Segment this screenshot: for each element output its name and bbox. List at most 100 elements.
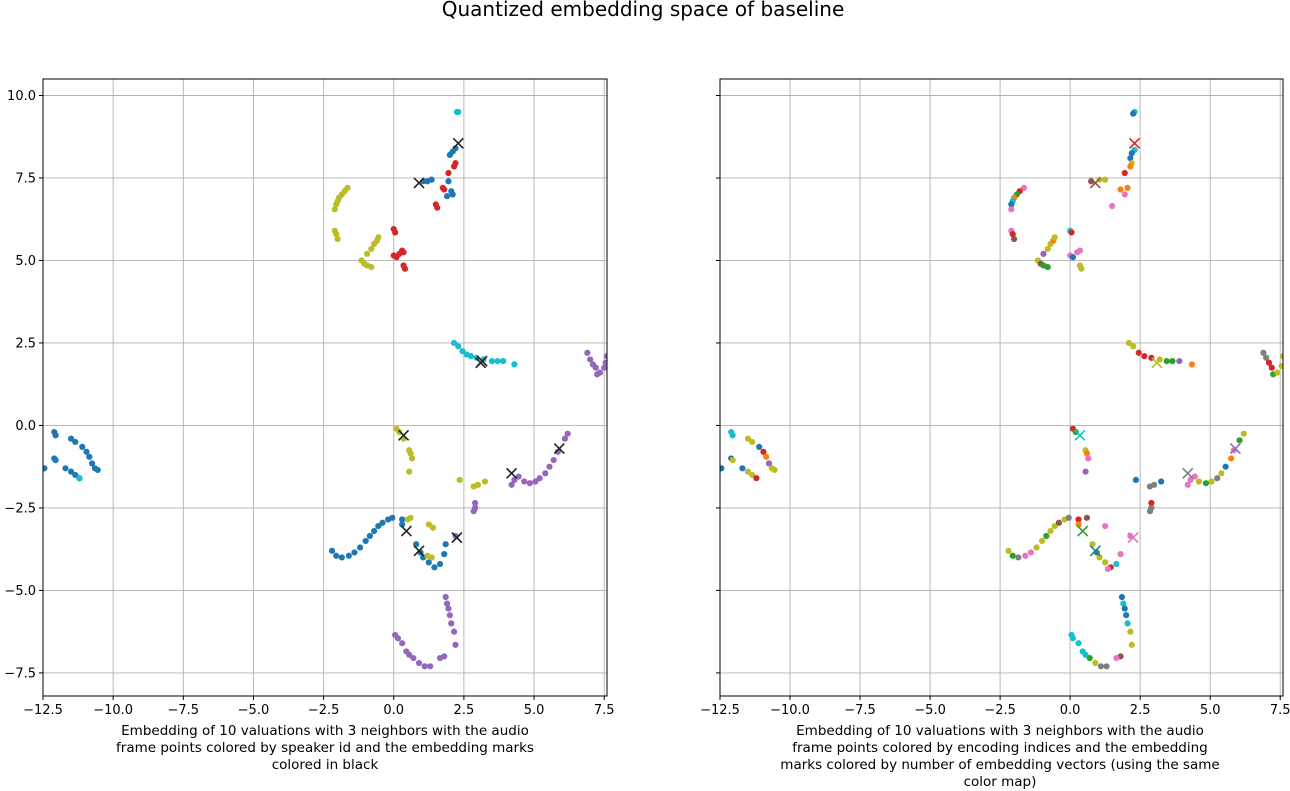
data-point: [1127, 155, 1134, 162]
data-point: [94, 466, 101, 474]
data-point: [1047, 527, 1054, 535]
data-point: [753, 475, 760, 482]
data-point: [406, 468, 413, 475]
data-point: [1082, 468, 1089, 475]
data-point: [67, 435, 75, 442]
data-point: [72, 471, 79, 479]
data-point: [1127, 628, 1134, 635]
data-point: [1078, 265, 1085, 272]
data-point: [1121, 191, 1128, 198]
plot-area: [720, 108, 1283, 670]
right-caption-line: color map): [963, 774, 1037, 790]
x-tick-label: 2.5: [454, 703, 475, 718]
data-point: [455, 343, 462, 350]
data-point: [431, 564, 438, 571]
data-point: [407, 514, 414, 521]
data-point: [445, 178, 452, 185]
y-tick-label: 10.0: [7, 89, 36, 104]
marker-stroke: [1151, 357, 1163, 369]
data-point: [472, 499, 479, 507]
data-point: [1102, 522, 1109, 530]
data-point: [481, 478, 489, 485]
marker-stroke: [1182, 467, 1194, 479]
data-point: [356, 544, 364, 551]
data-point: [399, 516, 406, 523]
data-point: [1113, 560, 1120, 568]
data-point: [89, 460, 96, 467]
data-point: [1076, 247, 1084, 254]
data-point: [441, 551, 448, 558]
data-point: [375, 234, 382, 241]
data-point: [511, 361, 518, 368]
x-tick-label: −12.5: [23, 703, 63, 718]
data-point: [1222, 463, 1229, 470]
data-point: [1141, 353, 1148, 360]
data-point: [1069, 254, 1077, 261]
data-point: [1120, 600, 1127, 607]
data-point: [584, 349, 591, 356]
data-point: [756, 443, 763, 450]
data-point: [428, 176, 435, 183]
data-point: [362, 537, 369, 545]
data-point: [1039, 537, 1046, 545]
data-point: [763, 453, 770, 460]
data-point: [1151, 481, 1158, 488]
embedding-x-marker: [506, 467, 518, 479]
embedding-x-marker: [1127, 532, 1139, 544]
embedding-x-marker: [398, 429, 410, 441]
data-point: [1102, 559, 1109, 566]
data-point: [1055, 519, 1063, 526]
marker-stroke: [1077, 525, 1089, 537]
data-point: [1027, 549, 1035, 556]
data-point: [494, 358, 501, 365]
data-point: [72, 438, 79, 446]
data-point: [1158, 478, 1165, 485]
data-point: [403, 648, 410, 655]
data-point: [1011, 235, 1018, 243]
x-tick-label: 5.0: [1200, 703, 1221, 718]
y-tick-label: 0.0: [15, 419, 36, 434]
data-point: [368, 245, 375, 253]
embedding-x-marker: [476, 355, 488, 367]
data-point: [1065, 514, 1072, 521]
data-point: [1130, 110, 1137, 117]
y-tick-label: 7.5: [15, 171, 36, 186]
marker-stroke: [452, 137, 464, 149]
data-point: [401, 265, 409, 272]
x-tick-label: −12.5: [700, 703, 740, 718]
embedding-x-marker: [1074, 429, 1086, 441]
data-point: [771, 466, 778, 474]
data-point: [1044, 245, 1051, 253]
data-point: [1092, 659, 1099, 667]
embedding-x-marker: [1089, 177, 1101, 189]
data-point: [1022, 552, 1029, 559]
data-point: [1184, 481, 1191, 488]
data-point: [450, 339, 458, 347]
data-point: [62, 465, 69, 472]
data-point: [1118, 593, 1126, 601]
data-point: [536, 475, 543, 482]
marker-stroke: [1089, 545, 1101, 557]
data-point: [474, 481, 482, 488]
left-caption-line: colored in black: [271, 757, 379, 773]
data-point: [456, 476, 463, 483]
data-point: [1202, 480, 1210, 487]
data-point: [1127, 532, 1134, 540]
data-point: [470, 508, 477, 515]
data-point: [442, 593, 449, 601]
data-point: [1020, 184, 1028, 191]
data-point: [1086, 654, 1093, 662]
data-point: [1117, 186, 1124, 193]
data-point: [43, 465, 48, 472]
data-point: [410, 654, 417, 662]
data-point: [450, 628, 458, 635]
data-point: [79, 443, 86, 450]
y-tick-label: 2.5: [15, 336, 36, 351]
data-point: [1103, 663, 1110, 670]
data-point: [1075, 521, 1082, 528]
data-point: [1083, 450, 1091, 457]
data-point: [1009, 230, 1016, 238]
data-point: [1121, 605, 1128, 612]
data-point: [749, 471, 756, 479]
